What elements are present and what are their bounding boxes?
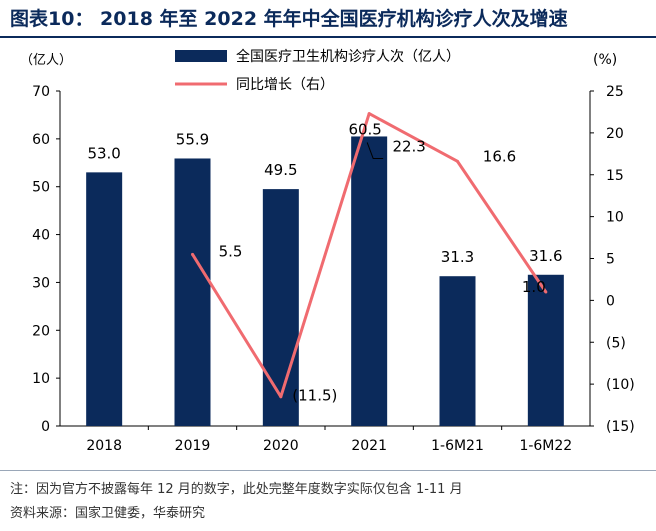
line-value-label: (11.5)	[292, 387, 337, 405]
left-axis-unit: （亿人）	[20, 53, 72, 68]
footnote: 注：因为官方不披露每年 12 月的数字，此处完整年度数字实际仅包含 1-11 月	[10, 482, 463, 497]
line-value-label: 1.0	[522, 278, 546, 296]
bar-value-label: 31.3	[441, 248, 474, 266]
bar-value-label: 49.5	[264, 161, 297, 179]
growth-point	[279, 395, 283, 399]
left-tick-label: 30	[32, 275, 50, 291]
bar-value-label: 53.0	[87, 144, 120, 162]
line-value-label: 5.5	[219, 242, 243, 260]
legend-line-label: 同比增长（右）	[236, 77, 334, 93]
legend-bar-label: 全国医疗卫生机构诊疗人次（亿人）	[236, 48, 460, 65]
label-connector	[366, 142, 384, 159]
left-tick-label: 60	[32, 132, 50, 148]
growth-point	[367, 112, 371, 116]
bar-2021	[351, 136, 388, 426]
right-tick-label: 15	[606, 168, 624, 184]
right-tick-label: 0	[606, 293, 615, 309]
chart: 0 10 20 30 40 50 60 70 (15) (10) (5) 0 5 10 15 20 25 （亿人）…	[20, 48, 635, 454]
left-tick-label: 10	[32, 371, 50, 387]
legend-bar-swatch	[175, 50, 227, 62]
bar-value-label: 31.6	[529, 247, 562, 265]
chart-title: 图表10： 2018 年至 2022 年年中全国医疗机构诊疗人次及增速	[10, 8, 568, 30]
bar-1-6M21	[439, 276, 476, 426]
bar-2020	[262, 189, 299, 426]
right-tick-label: 10	[606, 210, 624, 226]
growth-point	[544, 290, 548, 294]
bar-2019	[174, 158, 211, 426]
bar-2018	[86, 172, 123, 426]
growth-point	[456, 159, 459, 163]
right-axis-unit: (%)	[593, 52, 617, 68]
right-tick-label: (10)	[606, 377, 635, 393]
x-tick-label: 2018	[86, 438, 122, 454]
growth-point	[191, 252, 194, 256]
left-tick-label: 0	[41, 419, 50, 435]
x-tick-label: 1-6M22	[519, 438, 572, 454]
right-tick-label: 20	[606, 126, 624, 142]
source-note: 资料来源：国家卫健委，华泰研究	[10, 506, 206, 521]
right-tick-label: (15)	[606, 419, 635, 435]
left-tick-label: 50	[32, 180, 50, 196]
x-tick-label: 1-6M21	[431, 438, 484, 454]
right-tick-label: 5	[606, 252, 615, 268]
line-value-label: 16.6	[483, 147, 516, 165]
right-tick-label: 25	[606, 84, 624, 100]
x-tick-label: 2020	[263, 438, 299, 454]
left-tick-label: 70	[32, 84, 50, 100]
x-tick-label: 2019	[175, 438, 211, 454]
left-tick-label: 20	[32, 323, 50, 339]
title-divider	[0, 36, 656, 38]
bar-value-label: 55.9	[176, 130, 209, 148]
right-tick-label: (5)	[606, 335, 626, 351]
bar-1-6M22	[527, 274, 564, 426]
x-tick-label: 2021	[351, 438, 387, 454]
footer-divider	[0, 470, 656, 471]
left-tick-label: 40	[32, 228, 50, 244]
bar-value-label: 60.5	[348, 120, 381, 138]
line-value-label: 22.3	[392, 138, 425, 156]
